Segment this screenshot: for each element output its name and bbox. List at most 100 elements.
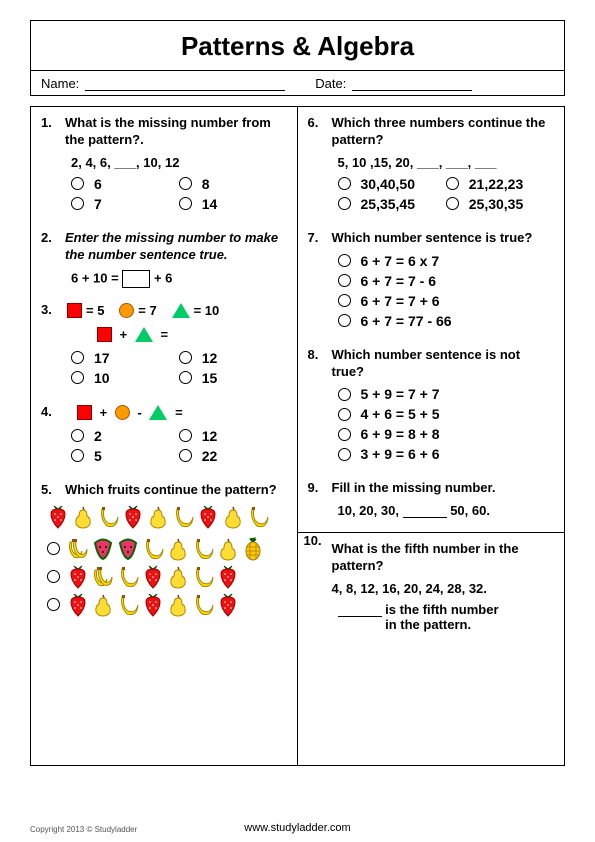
triangle-icon <box>135 327 153 342</box>
q1-opt-d[interactable]: 14 <box>179 196 287 212</box>
radio-icon <box>338 197 351 210</box>
question-2: 2. Enter the missing number to make the … <box>41 230 287 288</box>
q3-opt-b[interactable]: 12 <box>179 350 287 366</box>
left-column: 1. What is the missing number from the p… <box>31 107 298 765</box>
question-4: 4. + - = 2 12 5 22 <box>41 404 287 468</box>
q4-opt-d[interactable]: 22 <box>179 448 287 464</box>
q6-opt-d[interactable]: 25,30,35 <box>446 196 554 212</box>
q4-equation: + - = <box>75 404 287 420</box>
q6-opt-a[interactable]: 30,40,50 <box>338 176 446 192</box>
name-label: Name: <box>41 76 79 91</box>
radio-icon <box>47 570 60 583</box>
q6-opt-b[interactable]: 21,22,23 <box>446 176 554 192</box>
strawberry-icon <box>122 505 144 529</box>
radio-icon <box>338 408 351 421</box>
radio-icon <box>338 177 351 190</box>
triangle-icon <box>149 405 167 420</box>
radio-icon <box>179 429 192 442</box>
name-field[interactable] <box>85 75 285 91</box>
footer-url: www.studyladder.com <box>0 822 595 834</box>
q3-opt-d[interactable]: 15 <box>179 370 287 386</box>
q7-opt-c[interactable]: 6 + 7 = 7 + 6 <box>338 293 555 309</box>
q7-text: Which number sentence is true? <box>332 230 555 247</box>
radio-icon <box>446 177 459 190</box>
q5-opt-a[interactable] <box>47 537 287 561</box>
q2-blank[interactable] <box>122 270 150 288</box>
question-8: 8. Which number sentence is not true? 5 … <box>308 347 555 467</box>
radio-icon <box>71 429 84 442</box>
q1-opt-b[interactable]: 8 <box>179 176 287 192</box>
banana-icon <box>142 537 164 561</box>
q1-opt-c[interactable]: 7 <box>71 196 179 212</box>
strawberry-icon <box>142 593 164 617</box>
radio-icon <box>179 371 192 384</box>
q5-opt-b[interactable] <box>47 565 287 589</box>
q8-opt-b[interactable]: 4 + 6 = 5 + 5 <box>338 406 555 422</box>
radio-icon <box>338 448 351 461</box>
question-7: 7. Which number sentence is true? 6 + 7 … <box>308 230 555 333</box>
worksheet-page: Patterns & Algebra Name: Date: 1. What i… <box>0 0 595 776</box>
q6-opt-c[interactable]: 25,35,45 <box>338 196 446 212</box>
q9-text: Fill in the missing number. <box>332 480 555 497</box>
q3-number: 3. <box>41 302 52 317</box>
radio-icon <box>71 371 84 384</box>
q8-text: Which number sentence is not true? <box>332 347 555 381</box>
q8-opt-d[interactable]: 3 + 9 = 6 + 6 <box>338 446 555 462</box>
q4-opt-b[interactable]: 12 <box>179 428 287 444</box>
content-box: 1. What is the missing number from the p… <box>30 106 565 766</box>
q3-equation: + = <box>95 326 287 342</box>
question-6: 6. Which three numbers continue the patt… <box>308 115 555 216</box>
banana-icon <box>117 565 139 589</box>
q8-options: 5 + 9 = 7 + 7 4 + 6 = 5 + 5 6 + 9 = 8 + … <box>338 386 555 466</box>
q4-options: 2 12 5 22 <box>71 428 287 468</box>
q7-opt-b[interactable]: 6 + 7 = 7 - 6 <box>338 273 555 289</box>
banana-icon <box>247 505 269 529</box>
circle-icon <box>119 303 134 318</box>
radio-icon <box>338 254 351 267</box>
q2-equation: 6 + 10 = + 6 <box>71 270 287 288</box>
q3-opt-a[interactable]: 17 <box>71 350 179 366</box>
strawberry-icon <box>217 565 239 589</box>
q10-text: What is the fifth number in the pattern? <box>332 541 555 575</box>
square-icon <box>77 405 92 420</box>
q10-number: 10. <box>304 533 322 548</box>
square-icon <box>97 327 112 342</box>
q10-blank[interactable] <box>338 603 382 617</box>
square-icon <box>67 303 82 318</box>
q9-blank[interactable] <box>403 504 447 518</box>
banana-icon <box>192 537 214 561</box>
q4-opt-a[interactable]: 2 <box>71 428 179 444</box>
radio-icon <box>71 177 84 190</box>
q10-sequence: 4, 8, 12, 16, 20, 24, 28, 32. <box>332 581 555 596</box>
radio-icon <box>71 197 84 210</box>
pear-icon <box>167 537 189 561</box>
q7-opt-a[interactable]: 6 + 7 = 6 x 7 <box>338 253 555 269</box>
q7-number: 7. <box>308 230 319 245</box>
pear-icon <box>217 537 239 561</box>
q5-pattern <box>47 505 287 529</box>
radio-icon <box>179 177 192 190</box>
q3-options: 17 12 10 15 <box>71 350 287 390</box>
radio-icon <box>338 274 351 287</box>
radio-icon <box>47 542 60 555</box>
question-1: 1. What is the missing number from the p… <box>41 115 287 216</box>
page-title: Patterns & Algebra <box>31 31 564 62</box>
q6-sequence: 5, 10 ,15, 20, ___, ___, ___ <box>338 155 555 170</box>
strawberry-icon <box>67 565 89 589</box>
q8-opt-a[interactable]: 5 + 9 = 7 + 7 <box>338 386 555 402</box>
q5-opt-c[interactable] <box>47 593 287 617</box>
radio-icon <box>338 428 351 441</box>
q3-legend: = 5 = 7 = 10 <box>65 302 287 318</box>
q4-opt-c[interactable]: 5 <box>71 448 179 464</box>
radio-icon <box>71 449 84 462</box>
q7-opt-d[interactable]: 6 + 7 = 77 - 66 <box>338 313 555 329</box>
pear-icon <box>167 593 189 617</box>
q8-opt-c[interactable]: 6 + 9 = 8 + 8 <box>338 426 555 442</box>
strawberry-icon <box>47 505 69 529</box>
q1-opt-a[interactable]: 6 <box>71 176 179 192</box>
pear-icon <box>147 505 169 529</box>
q3-opt-c[interactable]: 10 <box>71 370 179 386</box>
date-field[interactable] <box>352 75 472 91</box>
q4-number: 4. <box>41 404 52 419</box>
triangle-icon <box>172 303 190 318</box>
